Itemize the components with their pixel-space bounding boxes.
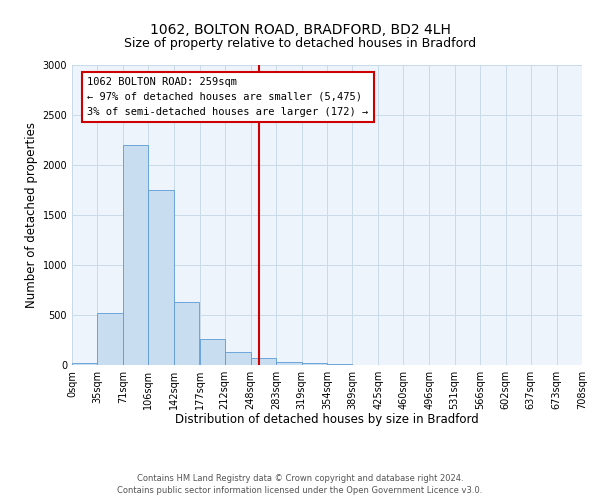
Bar [72, 362, 97, 365]
Text: 1062, BOLTON ROAD, BRADFORD, BD2 4LH: 1062, BOLTON ROAD, BRADFORD, BD2 4LH [149, 22, 451, 36]
Text: 1062 BOLTON ROAD: 259sqm
← 97% of detached houses are smaller (5,475)
3% of semi: 1062 BOLTON ROAD: 259sqm ← 97% of detach… [88, 77, 368, 116]
Bar [199, 339, 225, 365]
Text: Contains HM Land Registry data © Crown copyright and database right 2024.: Contains HM Land Registry data © Crown c… [137, 474, 463, 483]
Y-axis label: Number of detached properties: Number of detached properties [25, 122, 38, 308]
Text: Contains public sector information licensed under the Open Government Licence v3: Contains public sector information licen… [118, 486, 482, 495]
Bar [148, 190, 174, 365]
Bar [97, 313, 123, 365]
Bar [251, 358, 276, 365]
X-axis label: Distribution of detached houses by size in Bradford: Distribution of detached houses by size … [175, 414, 479, 426]
Bar [276, 362, 302, 365]
Text: Size of property relative to detached houses in Bradford: Size of property relative to detached ho… [124, 38, 476, 51]
Bar [302, 363, 327, 365]
Bar [225, 352, 251, 365]
Bar [123, 145, 148, 365]
Bar [174, 302, 199, 365]
Bar [352, 364, 378, 365]
Bar [327, 364, 352, 365]
